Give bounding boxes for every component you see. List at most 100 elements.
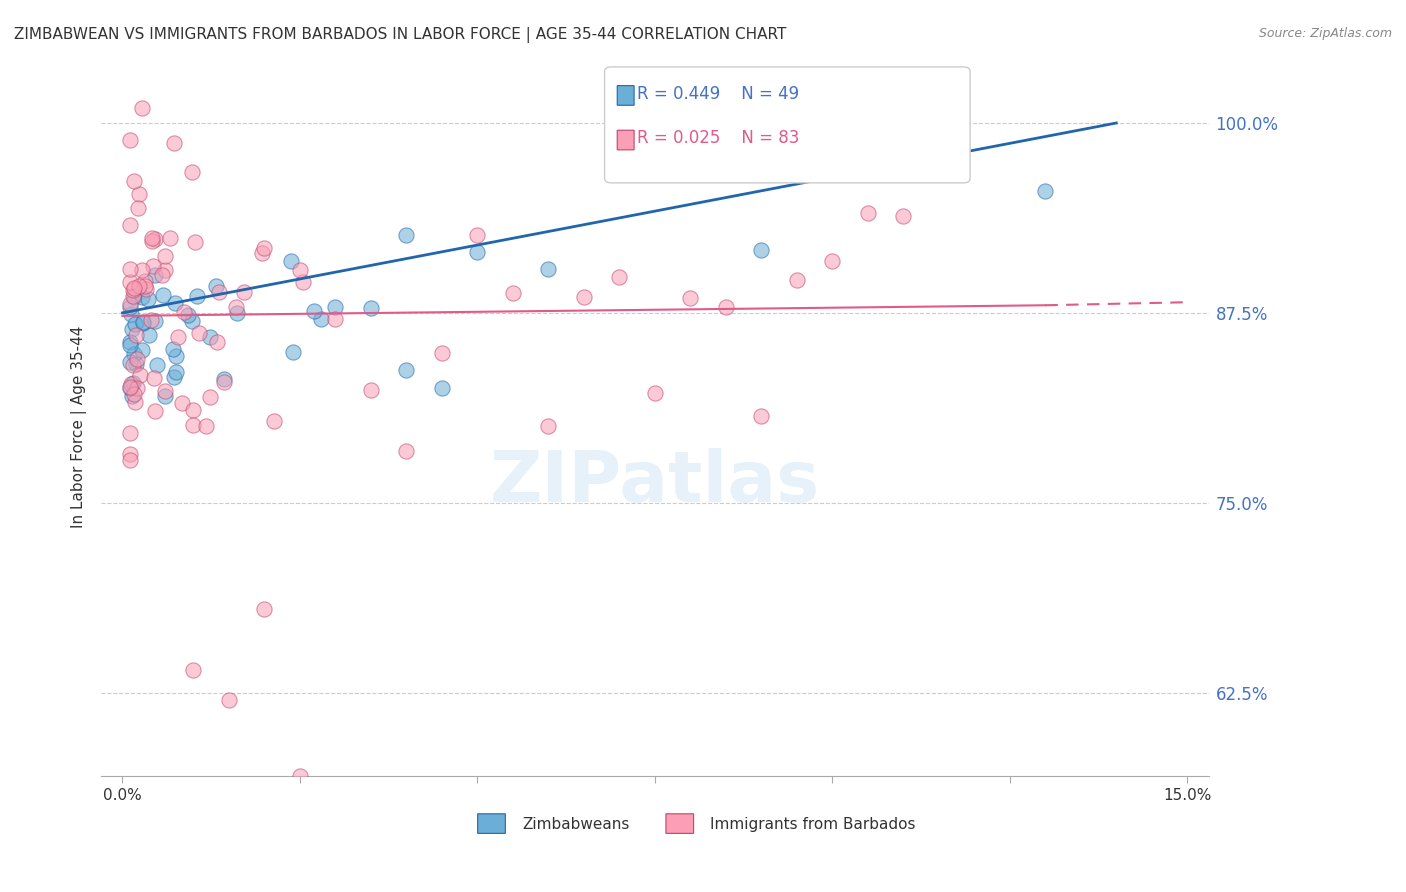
Point bbox=[644, 385, 666, 400]
Point bbox=[122, 358, 145, 372]
Point bbox=[131, 289, 153, 303]
Point bbox=[141, 235, 163, 249]
Point bbox=[118, 447, 141, 461]
Point bbox=[430, 381, 453, 395]
Point bbox=[167, 330, 190, 344]
Point bbox=[430, 346, 453, 360]
Point bbox=[395, 443, 418, 458]
Point bbox=[118, 452, 141, 467]
Point bbox=[253, 602, 276, 616]
Point bbox=[225, 306, 247, 320]
Point bbox=[212, 375, 235, 389]
Point bbox=[134, 274, 156, 288]
Point bbox=[128, 186, 150, 201]
Point bbox=[749, 409, 772, 424]
Point bbox=[253, 241, 276, 255]
Point bbox=[122, 174, 145, 188]
Point bbox=[263, 414, 285, 428]
Point bbox=[195, 418, 218, 433]
Point bbox=[165, 366, 187, 380]
Point bbox=[135, 282, 157, 296]
Point bbox=[125, 328, 148, 343]
Point bbox=[128, 279, 150, 293]
Point bbox=[122, 283, 145, 297]
Point bbox=[188, 326, 211, 341]
Point bbox=[183, 663, 205, 677]
Point bbox=[165, 349, 187, 363]
Point bbox=[225, 300, 247, 314]
Point bbox=[118, 300, 141, 314]
Point bbox=[172, 396, 194, 410]
Point bbox=[288, 262, 311, 277]
Point bbox=[145, 268, 167, 283]
Point bbox=[177, 308, 200, 322]
Point bbox=[125, 357, 148, 371]
Point bbox=[714, 300, 737, 314]
Point bbox=[572, 290, 595, 304]
Point bbox=[139, 313, 162, 327]
Point bbox=[152, 288, 174, 302]
Point bbox=[311, 312, 333, 326]
Point bbox=[198, 390, 221, 404]
Point bbox=[786, 272, 808, 286]
Point bbox=[118, 262, 141, 277]
Point bbox=[360, 383, 382, 397]
Point bbox=[280, 253, 302, 268]
Point bbox=[118, 381, 141, 395]
Point bbox=[302, 304, 325, 318]
Point bbox=[186, 289, 208, 303]
Point bbox=[145, 232, 167, 246]
Point bbox=[122, 290, 145, 304]
Point bbox=[1033, 184, 1056, 198]
Point bbox=[181, 314, 204, 328]
Text: R = 0.025    N = 83: R = 0.025 N = 83 bbox=[637, 129, 799, 147]
Point bbox=[118, 337, 141, 351]
Point bbox=[821, 254, 844, 268]
Point bbox=[891, 209, 914, 223]
Point bbox=[122, 281, 145, 295]
Point bbox=[163, 370, 186, 384]
Point bbox=[118, 275, 141, 289]
Point bbox=[212, 372, 235, 386]
Point bbox=[124, 317, 146, 331]
Point bbox=[118, 219, 141, 233]
Point bbox=[127, 201, 149, 215]
Text: ZIPatlas: ZIPatlas bbox=[489, 448, 820, 517]
Point bbox=[159, 230, 181, 244]
Point bbox=[122, 347, 145, 361]
Point bbox=[288, 769, 311, 783]
Point bbox=[252, 246, 274, 260]
Point bbox=[129, 368, 152, 382]
Text: Source: ZipAtlas.com: Source: ZipAtlas.com bbox=[1258, 27, 1392, 40]
Point bbox=[233, 285, 256, 299]
Point bbox=[502, 286, 524, 301]
Point bbox=[856, 206, 879, 220]
Point bbox=[467, 244, 489, 259]
Point bbox=[118, 133, 141, 147]
Point bbox=[679, 291, 702, 305]
Point bbox=[142, 259, 165, 273]
Point bbox=[131, 263, 153, 277]
Point bbox=[138, 328, 160, 343]
Point bbox=[143, 314, 166, 328]
Point bbox=[131, 101, 153, 115]
Point bbox=[537, 261, 560, 276]
Point bbox=[609, 270, 631, 285]
Point bbox=[207, 335, 229, 350]
Text: R = 0.449    N = 49: R = 0.449 N = 49 bbox=[637, 85, 799, 103]
Point bbox=[120, 307, 142, 321]
Point bbox=[131, 343, 153, 358]
Point bbox=[138, 293, 160, 307]
Point bbox=[181, 402, 204, 417]
Point bbox=[118, 334, 141, 349]
Point bbox=[122, 289, 145, 303]
Point bbox=[749, 243, 772, 257]
Point bbox=[152, 268, 174, 283]
Text: Zimbabweans: Zimbabweans bbox=[522, 817, 630, 832]
Point bbox=[198, 330, 221, 344]
Point bbox=[467, 227, 489, 242]
Y-axis label: In Labor Force | Age 35-44: In Labor Force | Age 35-44 bbox=[72, 326, 87, 528]
Point bbox=[120, 377, 142, 392]
Point bbox=[122, 376, 145, 390]
Point bbox=[163, 295, 186, 310]
